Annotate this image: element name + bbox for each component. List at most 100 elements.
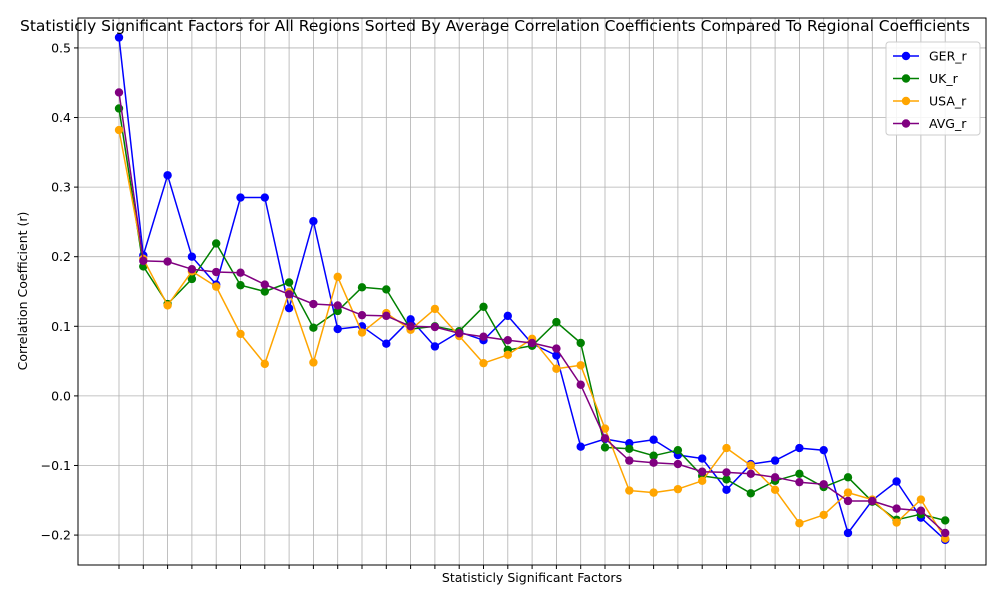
data-point-ger-r: [260, 193, 269, 202]
data-point-ger-r: [892, 477, 901, 486]
data-point-ger-r: [576, 442, 585, 451]
data-point-uk-r: [649, 451, 658, 460]
data-point-avg-r: [527, 338, 537, 348]
data-point-usa-r: [746, 461, 755, 470]
legend-marker-ger-r: [901, 51, 911, 61]
data-point-usa-r: [698, 476, 707, 485]
data-point-ger-r: [382, 339, 391, 348]
y-tick-label: 0.1: [51, 319, 71, 334]
legend-marker-usa-r: [901, 96, 911, 106]
data-point-uk-r: [212, 239, 221, 248]
data-point-avg-r: [625, 456, 634, 465]
data-point-uk-r: [576, 338, 585, 348]
legend-marker-uk-r: [901, 74, 911, 83]
data-point-ger-r: [795, 443, 804, 453]
data-point-avg-r: [673, 459, 683, 469]
data-point-usa-r: [625, 486, 634, 495]
data-point-uk-r: [382, 285, 391, 294]
data-point-avg-r: [795, 477, 804, 487]
data-point-usa-r: [552, 364, 561, 373]
data-point-usa-r: [819, 510, 828, 520]
data-point-ger-r: [309, 217, 318, 226]
x-axis-label: Statisticly Significant Factors: [442, 570, 622, 585]
data-point-ger-r: [722, 485, 731, 495]
data-point-usa-r: [770, 485, 780, 495]
grid: [78, 18, 986, 565]
data-point-avg-r: [139, 256, 148, 266]
data-point-usa-r: [260, 359, 269, 369]
data-point-ger-r: [503, 311, 512, 321]
data-point-ger-r: [333, 324, 342, 334]
data-point-uk-r: [552, 317, 561, 327]
data-point-usa-r: [212, 282, 221, 291]
data-point-avg-r: [260, 280, 269, 289]
series-layer: [114, 33, 950, 545]
data-point-avg-r: [770, 473, 780, 482]
data-point-ger-r: [284, 304, 294, 313]
legend-label-usa-r: USA_r: [929, 94, 967, 109]
data-point-uk-r: [236, 281, 245, 290]
data-point-usa-r: [357, 328, 367, 337]
data-point-uk-r: [941, 516, 950, 525]
data-point-ger-r: [406, 315, 415, 324]
data-point-ger-r: [114, 33, 124, 42]
data-point-avg-r: [333, 301, 342, 310]
data-point-avg-r: [430, 322, 440, 332]
data-point-uk-r: [479, 302, 488, 312]
data-point-uk-r: [722, 475, 731, 484]
y-tick-label: 0.5: [51, 40, 71, 55]
series-avg-r: [114, 88, 950, 538]
data-point-usa-r: [795, 519, 804, 528]
data-point-avg-r: [722, 468, 731, 477]
data-point-avg-r: [843, 496, 853, 506]
legend-box: [885, 41, 981, 136]
data-point-avg-r: [892, 504, 901, 513]
data-point-uk-r: [600, 443, 610, 452]
y-tick-label: −0.2: [41, 528, 71, 543]
data-point-ger-r: [163, 171, 172, 180]
data-point-avg-r: [479, 332, 488, 341]
data-point-ger-r: [187, 252, 197, 261]
legend-label-avg-r: AVG_r: [929, 116, 967, 131]
data-point-usa-r: [503, 350, 512, 360]
data-point-uk-r: [673, 445, 683, 455]
data-point-uk-r: [309, 323, 318, 332]
data-point-ger-r: [649, 435, 658, 444]
data-point-avg-r: [698, 467, 707, 476]
data-point-avg-r: [406, 322, 415, 331]
data-point-uk-r: [260, 287, 269, 296]
data-point-avg-r: [916, 506, 926, 515]
data-point-usa-r: [673, 484, 683, 494]
data-point-avg-r: [552, 344, 561, 353]
legend-label-ger-r: GER_r: [929, 49, 968, 64]
data-point-usa-r: [600, 424, 610, 433]
data-point-ger-r: [819, 445, 828, 455]
data-point-avg-r: [187, 265, 197, 274]
data-point-usa-r: [333, 272, 342, 282]
data-point-uk-r: [284, 278, 294, 287]
y-tick-label: −0.1: [41, 458, 71, 473]
data-point-avg-r: [746, 469, 755, 479]
data-point-usa-r: [430, 304, 440, 314]
data-point-avg-r: [819, 480, 828, 489]
data-point-avg-r: [114, 88, 124, 97]
y-axis-ticks: 0.5 0.4 0.3 0.2 0.1 0.0 −0.1 −0.2: [41, 40, 946, 569]
data-point-uk-r: [795, 469, 804, 479]
data-point-uk-r: [625, 444, 634, 453]
data-point-usa-r: [114, 125, 124, 135]
data-point-ger-r: [236, 193, 245, 202]
data-point-usa-r: [576, 361, 585, 370]
y-tick-label: 0.2: [51, 249, 71, 264]
data-point-avg-r: [941, 528, 950, 538]
y-tick-label: 0.0: [51, 388, 71, 403]
data-point-ger-r: [770, 456, 780, 465]
data-point-usa-r: [722, 443, 731, 453]
legend-label-uk-r: UK_r: [929, 71, 959, 86]
legend: GER_r UK_r USA_r AVG_r: [885, 41, 981, 136]
data-point-avg-r: [236, 268, 245, 277]
data-point-usa-r: [236, 329, 245, 339]
legend-marker-avg-r: [901, 119, 911, 128]
data-point-uk-r: [843, 473, 853, 482]
